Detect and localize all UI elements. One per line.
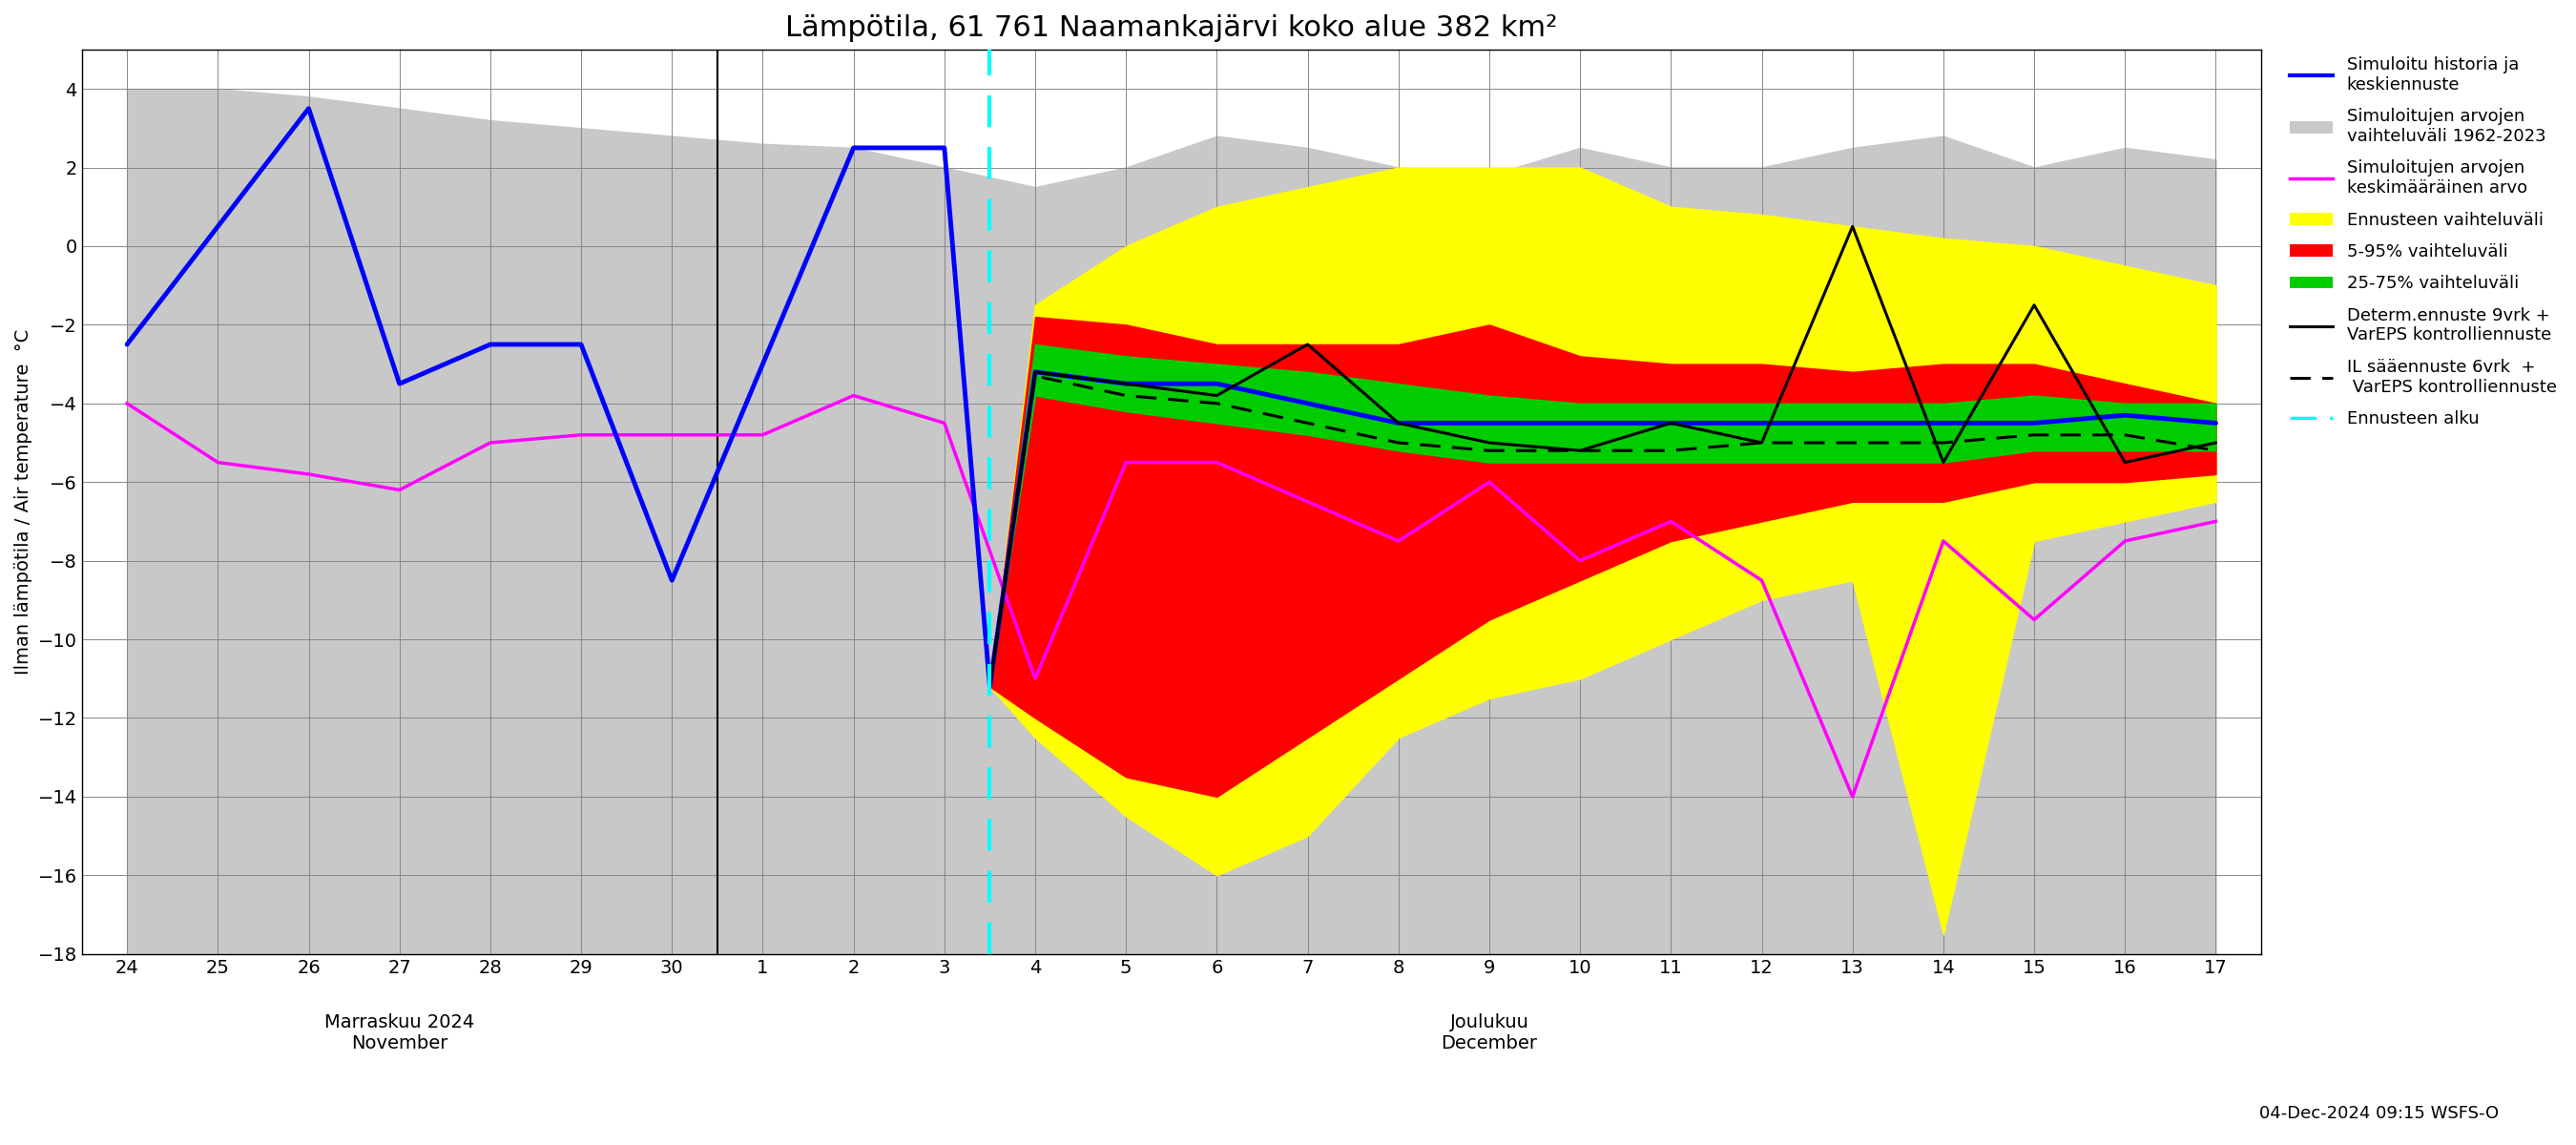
Text: 04-Dec-2024 09:15 WSFS-O: 04-Dec-2024 09:15 WSFS-O (2259, 1105, 2499, 1122)
Legend: Simuloitu historia ja
keskiennuste, Simuloitujen arvojen
vaihteluväli 1962-2023,: Simuloitu historia ja keskiennuste, Simu… (2282, 49, 2563, 434)
Y-axis label: Ilman lämpötila / Air temperature  °C: Ilman lämpötila / Air temperature °C (15, 329, 33, 674)
Text: Joulukuu
December: Joulukuu December (1440, 1013, 1538, 1052)
Title: Lämpötila, 61 761 Naamankajärvi koko alue 382 km²: Lämpötila, 61 761 Naamankajärvi koko alu… (786, 14, 1558, 42)
Text: Marraskuu 2024
November: Marraskuu 2024 November (325, 1013, 474, 1052)
